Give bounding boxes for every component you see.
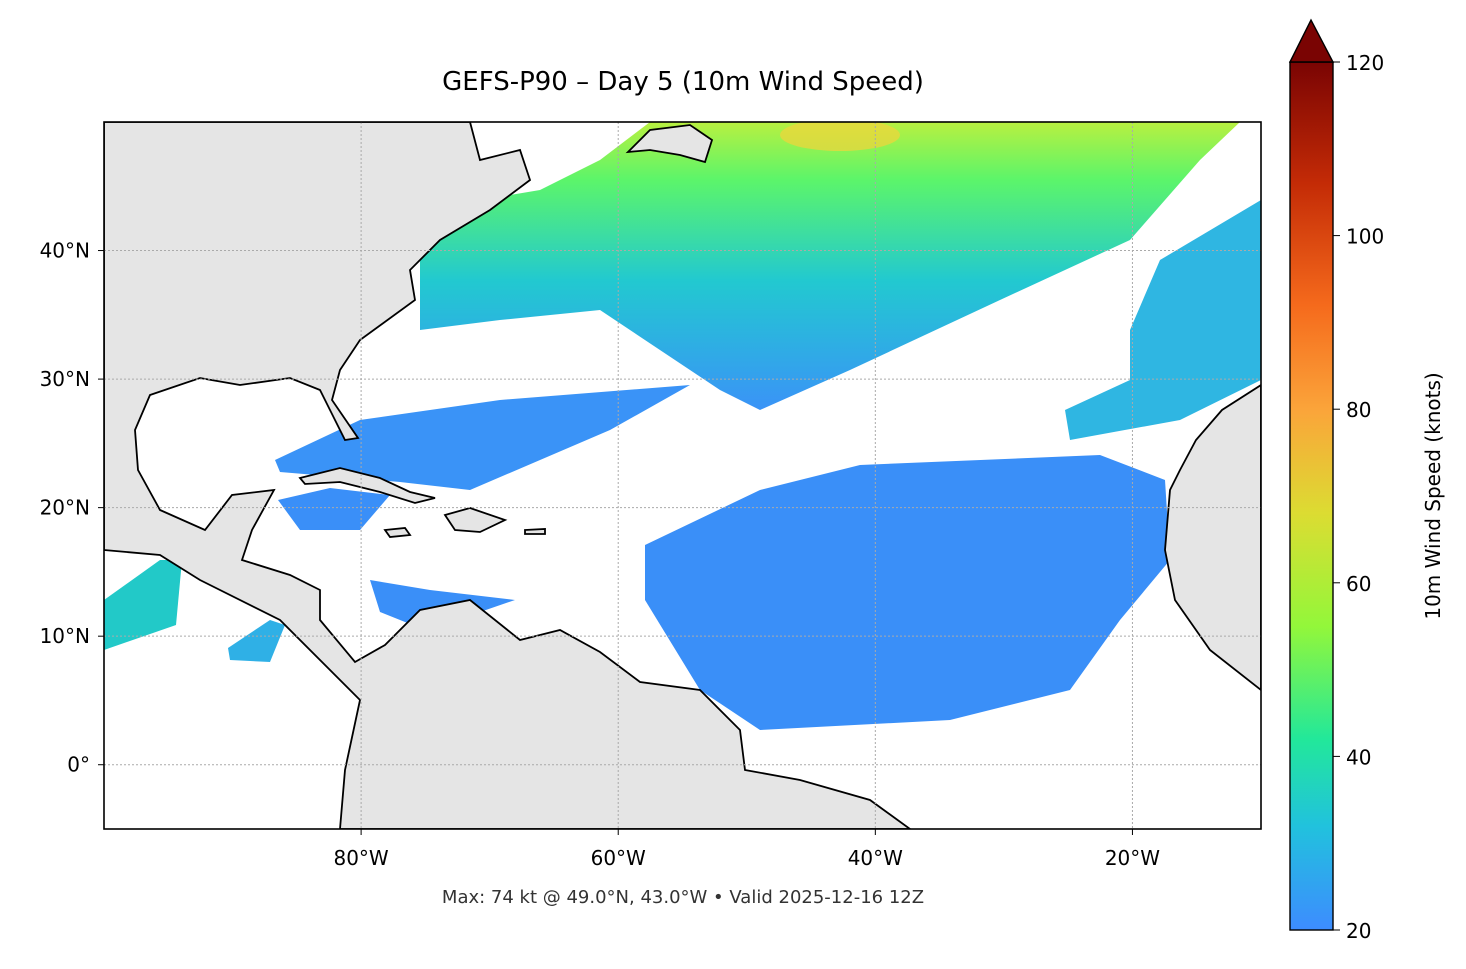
- plot-frame: [103, 121, 1262, 830]
- y-tick-label: 20°N: [40, 496, 90, 520]
- hispaniola: [443, 507, 508, 533]
- colorbar-tick-label: 120: [1346, 51, 1384, 75]
- colorbar: [1289, 61, 1334, 931]
- chart-title: GEFS-P90 – Day 5 (10m Wind Speed): [442, 67, 924, 97]
- cuba: [298, 467, 436, 504]
- wind-region: [420, 122, 1240, 410]
- x-tick-label: 40°W: [848, 846, 903, 870]
- colorbar-tick-label: 40: [1346, 745, 1371, 769]
- colorbar-extension: [1288, 18, 1335, 63]
- americas: [104, 122, 912, 829]
- puerto-rico: [524, 528, 546, 535]
- wind-region: [104, 560, 182, 650]
- land: [104, 122, 1261, 829]
- colorbar-label: 10m Wind Speed (knots): [1421, 372, 1445, 619]
- wind-region: [278, 488, 390, 530]
- colorbar-tick-label: 60: [1346, 572, 1371, 596]
- colorbar-tick-label: 80: [1346, 398, 1371, 422]
- y-tick-label: 40°N: [40, 239, 90, 263]
- map-area: [104, 122, 1261, 829]
- wind-region: [275, 385, 690, 490]
- x-tick-label: 20°W: [1105, 846, 1160, 870]
- colorbar-tick-label: 20: [1346, 919, 1371, 943]
- y-tick-label: 0°: [67, 753, 90, 777]
- footnote: Max: 74 kt @ 49.0°N, 43.0°W • Valid 2025…: [442, 887, 924, 908]
- wind-region: [645, 455, 1170, 730]
- x-tick-label: 60°W: [591, 846, 646, 870]
- jamaica: [383, 527, 412, 538]
- newfoundland: [625, 124, 714, 164]
- wind-region: [228, 620, 285, 662]
- y-tick-label: 10°N: [40, 624, 90, 648]
- africa: [1164, 383, 1261, 692]
- wind-peak: [780, 122, 900, 151]
- wind-field: [104, 122, 1261, 730]
- graticule: [104, 122, 1261, 829]
- colorbar-tick-label: 100: [1346, 225, 1384, 249]
- wind-region: [370, 580, 515, 628]
- wind-region: [1065, 200, 1261, 440]
- y-tick-label: 30°N: [40, 367, 90, 391]
- x-tick-label: 80°W: [333, 846, 388, 870]
